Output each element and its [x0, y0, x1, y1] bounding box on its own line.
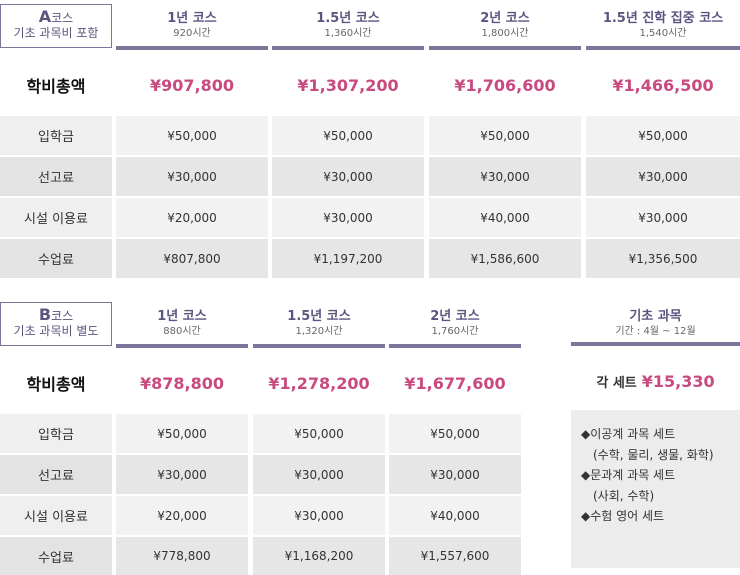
basic-set-item: ◆이공계 과목 세트	[581, 427, 676, 441]
total-value: ¥1,278,200	[268, 373, 370, 393]
total-value: ¥1,677,600	[404, 373, 506, 393]
course-hours: 1,800시간	[481, 28, 529, 39]
total-label: 학비총액	[26, 77, 86, 96]
fee-cell: ¥40,000	[429, 198, 581, 237]
basic-set-item: ◆수험 영어 세트	[581, 509, 665, 523]
row-label-facility: 시설 이용료	[0, 198, 112, 237]
course-hours: 1,360시간	[324, 28, 372, 39]
total-value: ¥907,800	[149, 75, 234, 95]
basic-subjects-title: 기초 과목	[629, 309, 682, 324]
fee-cell: ¥50,000	[272, 116, 424, 155]
fee-cell: ¥30,000	[253, 455, 385, 494]
course-b-word: 코스	[51, 309, 74, 323]
course-header: 1년 코스 920시간	[116, 10, 268, 50]
fee-cell: ¥30,000	[586, 198, 740, 237]
fee-cell: ¥807,800	[116, 239, 268, 278]
fee-cell: ¥30,000	[586, 157, 740, 196]
fee-cell: ¥50,000	[116, 116, 268, 155]
fee-cell: ¥778,800	[116, 537, 248, 575]
course-name: 1.5년 코스	[287, 309, 351, 324]
course-a-letter: A	[38, 7, 52, 26]
course-hours: 1,320시간	[295, 326, 343, 337]
fee-cell: ¥1,197,200	[272, 239, 424, 278]
course-header: 1.5년 진학 집중 코스 1,540시간	[586, 10, 740, 50]
fee-cell: ¥1,168,200	[253, 537, 385, 575]
course-hours: 1,540시간	[639, 28, 687, 39]
course-a-word: 코스	[51, 11, 74, 25]
basic-subjects-list: ◆이공계 과목 세트 (수학, 물리, 생물, 화학) ◆문과계 과목 세트 (…	[571, 410, 740, 568]
course-header: 2년 코스 1,760시간	[389, 308, 521, 348]
course-header: 1.5년 코스 1,360시간	[272, 10, 424, 50]
course-hours: 880시간	[163, 326, 201, 337]
course-hours: 920시간	[173, 28, 211, 39]
fee-cell: ¥30,000	[272, 157, 424, 196]
fee-cell: ¥30,000	[389, 455, 521, 494]
fee-cell: ¥1,356,500	[586, 239, 740, 278]
basic-price-prefix: 각 세트	[596, 375, 637, 391]
course-header: 1.5년 코스 1,320시간	[253, 308, 385, 348]
course-name: 2년 코스	[430, 309, 480, 324]
course-b-label: B코스 기초 과목비 별도	[0, 302, 112, 346]
course-b-letter: B	[38, 305, 52, 324]
fee-cell: ¥30,000	[272, 198, 424, 237]
course-name: 2년 코스	[480, 11, 530, 26]
row-label-screening: 선고료	[0, 157, 112, 196]
course-name: 1.5년 진학 집중 코스	[602, 11, 724, 26]
course-b-subtitle: 기초 과목비 별도	[13, 324, 99, 338]
basic-subjects-period: 기간 : 4월 ~ 12월	[615, 326, 696, 337]
fee-cell: ¥50,000	[116, 414, 248, 453]
basic-subjects-header: 기초 과목 기간 : 4월 ~ 12월	[571, 308, 740, 346]
basic-set-item: ◆문과계 과목 세트	[581, 468, 676, 482]
basic-price-value: ¥15,330	[641, 371, 715, 391]
row-label-screening: 선고료	[0, 455, 112, 494]
fee-cell: ¥30,000	[429, 157, 581, 196]
row-label-tuition: 수업료	[0, 239, 112, 278]
fee-cell: ¥1,586,600	[429, 239, 581, 278]
fee-cell: ¥20,000	[116, 496, 248, 535]
fee-cell: ¥30,000	[253, 496, 385, 535]
fee-cell: ¥40,000	[389, 496, 521, 535]
fee-cell: ¥50,000	[253, 414, 385, 453]
total-value: ¥1,466,500	[612, 75, 714, 95]
fee-cell: ¥30,000	[116, 157, 268, 196]
basic-set-detail: (수학, 물리, 생물, 화학)	[593, 447, 714, 462]
row-label-facility: 시설 이용료	[0, 496, 112, 535]
basic-subjects-price: 각 세트 ¥15,330	[571, 364, 740, 398]
fee-cell: ¥20,000	[116, 198, 268, 237]
row-label-admission: 입학금	[0, 414, 112, 453]
course-a-label: A코스 기초 과목비 포함	[0, 4, 112, 48]
row-label-tuition: 수업료	[0, 537, 112, 575]
course-name: 1년 코스	[167, 11, 217, 26]
fee-cell: ¥30,000	[116, 455, 248, 494]
course-name: 1.5년 코스	[316, 11, 380, 26]
course-a-subtitle: 기초 과목비 포함	[13, 26, 99, 40]
course-header: 1년 코스 880시간	[116, 308, 248, 348]
course-name: 1년 코스	[157, 309, 207, 324]
fee-cell: ¥1,557,600	[389, 537, 521, 575]
course-hours: 1,760시간	[431, 326, 479, 337]
total-label: 학비총액	[26, 375, 86, 394]
fee-cell: ¥50,000	[389, 414, 521, 453]
course-header: 2년 코스 1,800시간	[429, 10, 581, 50]
total-value: ¥1,307,200	[297, 75, 399, 95]
total-value: ¥1,706,600	[454, 75, 556, 95]
total-value: ¥878,800	[139, 373, 224, 393]
row-label-admission: 입학금	[0, 116, 112, 155]
fee-cell: ¥50,000	[586, 116, 740, 155]
basic-set-detail: (사회, 수학)	[593, 488, 655, 503]
fee-cell: ¥50,000	[429, 116, 581, 155]
